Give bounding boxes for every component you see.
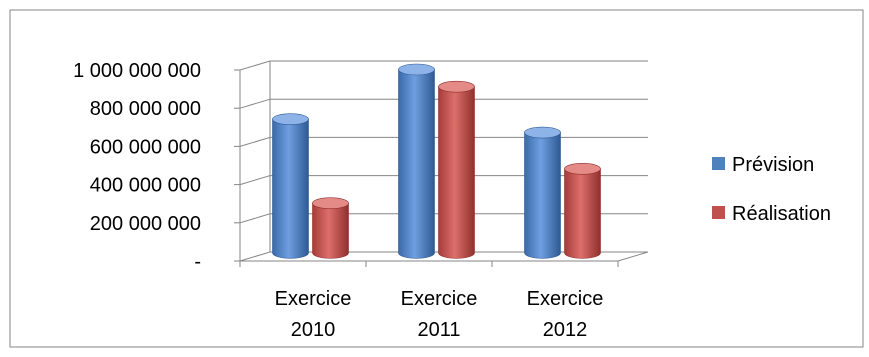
y-tick-label: - bbox=[194, 251, 201, 273]
y-tick-label: 200 000 000 bbox=[90, 213, 201, 235]
bar-prévision-2011 bbox=[398, 63, 435, 259]
x-category-label-line1: Exercice bbox=[527, 288, 604, 310]
bar-prévision-2012 bbox=[524, 126, 561, 259]
x-category-label-line2: 2010 bbox=[291, 319, 336, 341]
bar-réalisation-2012 bbox=[564, 163, 601, 259]
x-category-label-line2: 2011 bbox=[417, 319, 460, 341]
x-category-label-line1: Exercice bbox=[401, 288, 478, 310]
bars bbox=[272, 63, 601, 259]
y-tick-label: 1 000 000 000 bbox=[73, 60, 201, 82]
legend-swatch-realisation bbox=[712, 206, 725, 219]
y-tick-label: 600 000 000 bbox=[90, 136, 201, 158]
gridline bbox=[239, 98, 648, 109]
bar-réalisation-2010 bbox=[312, 197, 349, 259]
plot-walls bbox=[239, 60, 649, 267]
y-axis: - 200 000 000 400 000 000 600 000 000 800 00… bbox=[73, 60, 240, 273]
legend: Prévision Réalisation bbox=[712, 154, 831, 225]
gridline bbox=[239, 213, 648, 224]
gridline bbox=[239, 175, 648, 186]
legend-swatch-previsao bbox=[712, 157, 725, 170]
bar-réalisation-2011 bbox=[438, 80, 475, 259]
bar-prévision-2010 bbox=[272, 113, 309, 259]
gridline bbox=[239, 136, 648, 147]
legend-label-realisation: Réalisation bbox=[732, 203, 831, 225]
x-axis: Exercice 2010 Exercice 2011 Exercice 2012 bbox=[275, 288, 604, 341]
y-tick-label: 800 000 000 bbox=[90, 98, 201, 120]
x-category-label-line1: Exercice bbox=[275, 288, 352, 310]
x-category-label-line2: 2012 bbox=[543, 319, 588, 341]
chart-border bbox=[9, 9, 864, 348]
y-tick-label: 400 000 000 bbox=[90, 175, 201, 197]
gridline bbox=[239, 60, 648, 71]
legend-label-prevision: Prévision bbox=[732, 154, 814, 176]
